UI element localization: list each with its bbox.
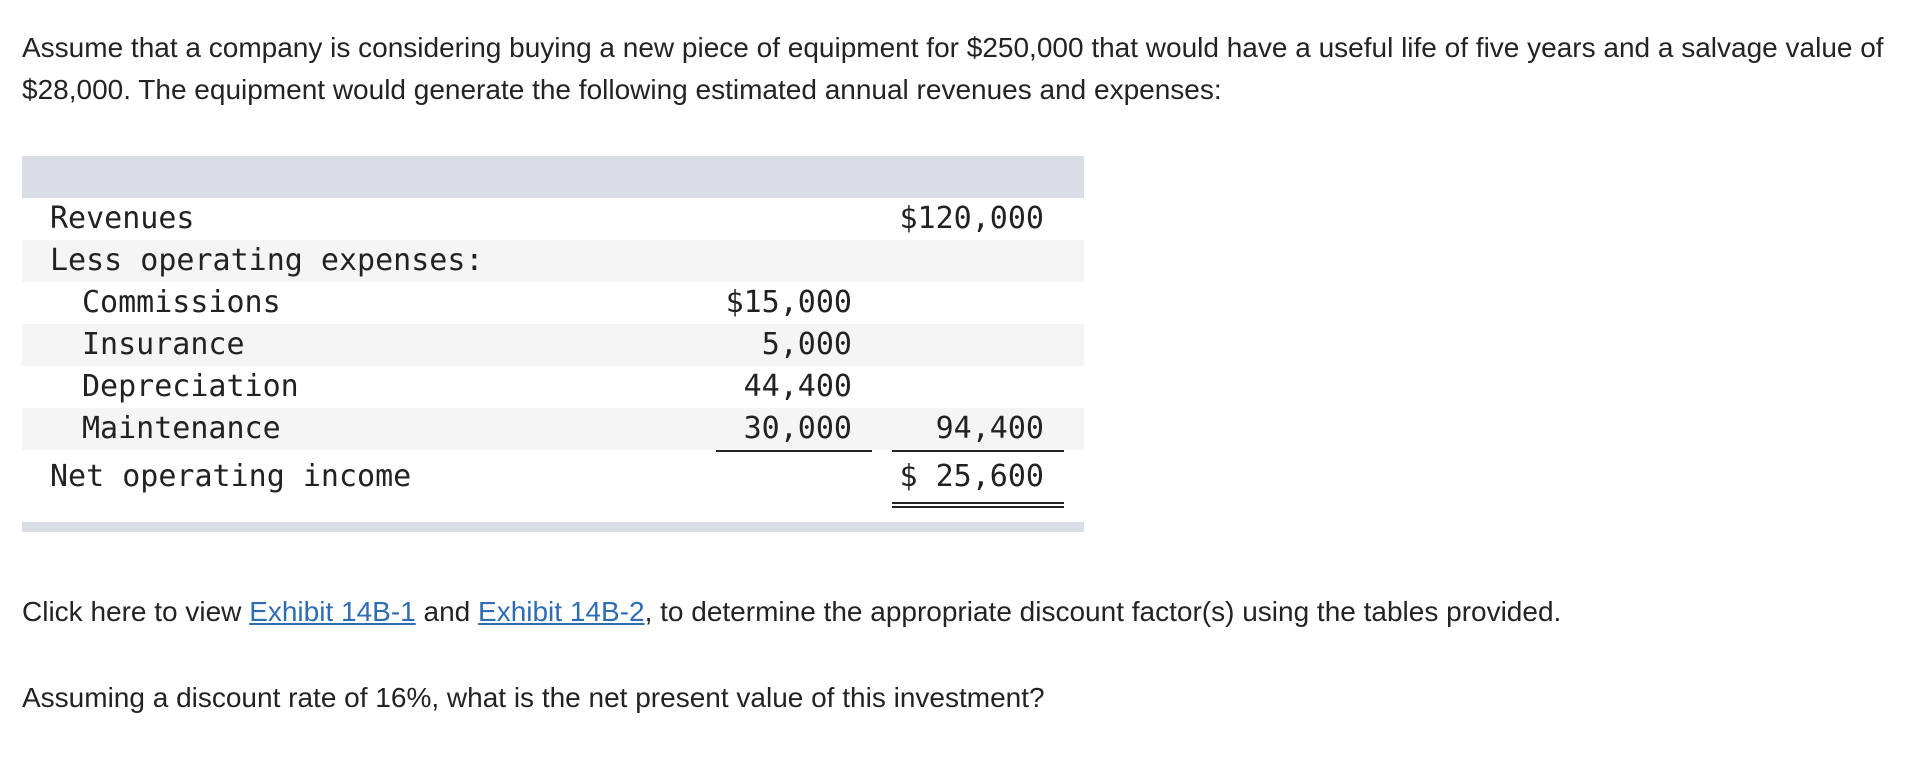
table-row-revenues: Revenues $120,000 xyxy=(22,198,1084,240)
exhibit-prefix-text: Click here to view xyxy=(22,596,250,627)
row-label: Commissions xyxy=(82,285,281,320)
total-value: $120,000 xyxy=(888,198,1064,240)
expense-value-text: $15,000 xyxy=(725,285,852,320)
expense-value: 44,400 xyxy=(712,366,872,408)
table-footer-bar xyxy=(22,522,1084,532)
total-value-text: $ 25,600 xyxy=(899,459,1045,494)
exhibit-suffix-text: , to determine the appropriate discount … xyxy=(644,596,1562,627)
total-value-text: $120,000 xyxy=(899,201,1045,236)
expense-value-text: 5,000 xyxy=(761,327,852,362)
expense-value: $15,000 xyxy=(712,282,872,324)
total-value: $ 25,600 xyxy=(888,450,1064,504)
total-value: 94,400 xyxy=(888,408,1064,450)
table-row-net-operating-income: Net operating income $ 25,600 xyxy=(22,450,1084,508)
expense-value: 5,000 xyxy=(712,324,872,366)
table-row-depreciation: Depreciation 44,400 xyxy=(22,366,1084,408)
table-header-bar xyxy=(22,156,1084,198)
exhibit-14b-2-link[interactable]: Exhibit 14B-2 xyxy=(478,596,645,627)
expense-value: 30,000 xyxy=(712,408,872,450)
total-value-text: 94,400 xyxy=(935,411,1044,446)
row-label: Maintenance xyxy=(82,411,281,446)
question-text: Assuming a discount rate of 16%, what is… xyxy=(22,682,1045,713)
table-row-commissions: Commissions $15,000 xyxy=(22,282,1084,324)
expense-value-text: 30,000 xyxy=(743,411,852,446)
row-label: Less operating expenses: xyxy=(50,243,484,278)
row-label: Revenues xyxy=(50,201,195,236)
table-row-maintenance: Maintenance 30,000 94,400 xyxy=(22,408,1084,452)
exhibit-instructions: Click here to view Exhibit 14B-1 and Exh… xyxy=(22,594,1561,630)
problem-intro-text: Assume that a company is considering buy… xyxy=(22,32,1884,105)
income-table: Revenues $120,000 Less operating expense… xyxy=(22,156,1084,532)
row-label: Net operating income xyxy=(50,459,412,494)
exhibit-14b-1-link[interactable]: Exhibit 14B-1 xyxy=(249,596,416,627)
row-label: Insurance xyxy=(82,327,245,362)
expense-value-text: 44,400 xyxy=(743,369,852,404)
total-double-underline xyxy=(892,502,1064,508)
subtotal-underline-total xyxy=(892,450,1064,452)
exhibit-middle-text: and xyxy=(415,596,479,627)
subtotal-underline-expenses xyxy=(716,450,872,452)
row-label: Depreciation xyxy=(82,369,299,404)
table-row-less-operating-expenses: Less operating expenses: xyxy=(22,240,1084,282)
table-row-insurance: Insurance 5,000 xyxy=(22,324,1084,366)
